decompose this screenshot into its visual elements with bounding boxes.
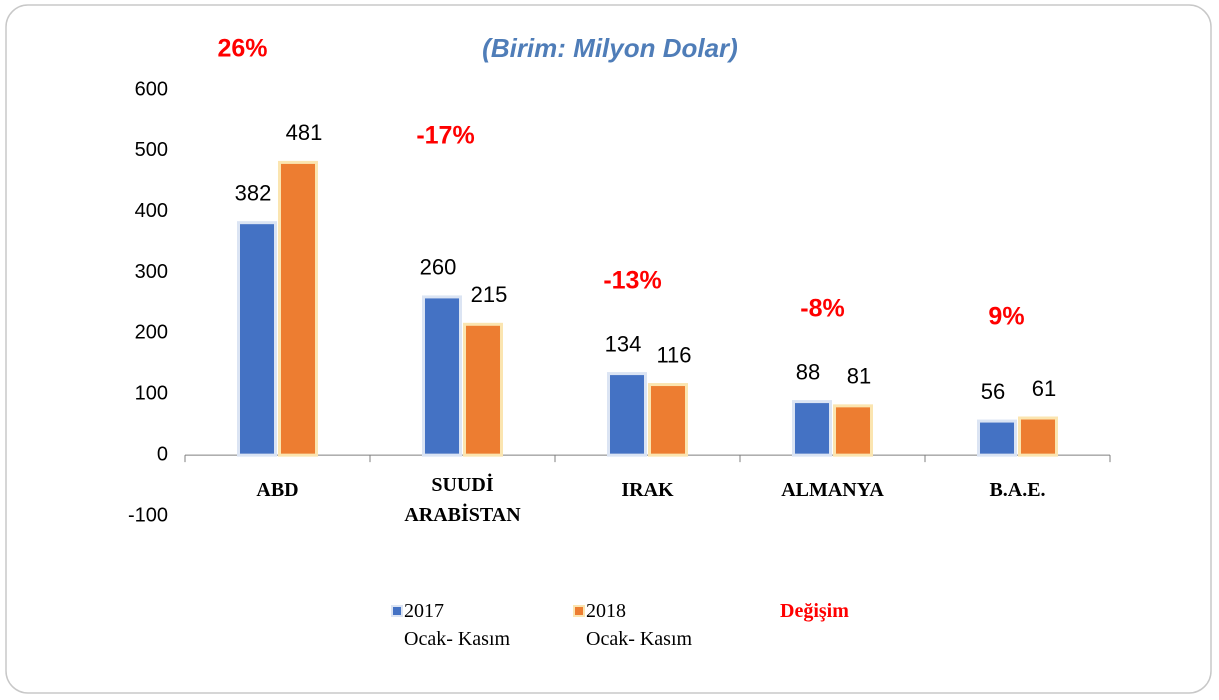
annotation: -17%	[416, 122, 474, 150]
bar	[607, 372, 647, 457]
legend-label: 2018 Ocak- Kasım	[586, 600, 693, 650]
data-label: 215	[471, 282, 508, 307]
bar	[648, 383, 688, 457]
y-tick-label: 600	[135, 78, 168, 100]
y-tick-label: 300	[135, 261, 168, 283]
x-tick-label: B.A.E.	[989, 479, 1046, 501]
data-label: 260	[420, 255, 457, 280]
y-tick-label: 100	[135, 383, 168, 405]
legend-label: 2017 Ocak- Kasım	[404, 600, 511, 650]
data-label: 61	[1032, 376, 1056, 401]
chart-title: (Birim: Milyon Dolar)	[482, 33, 738, 63]
bar	[833, 404, 873, 457]
bar	[1018, 416, 1058, 457]
x-tick-label: SUUDİ ARABİSTAN	[404, 474, 521, 526]
y-tick-label: 500	[135, 139, 168, 161]
annotation: -8%	[800, 295, 844, 323]
bar	[792, 400, 832, 457]
x-tick-label: ALMANYA	[781, 479, 884, 501]
data-label: 88	[796, 359, 820, 384]
annotation: 9%	[988, 303, 1024, 331]
bar	[422, 295, 462, 457]
y-tick-label: 400	[135, 200, 168, 222]
bar	[977, 419, 1017, 457]
bar	[278, 160, 318, 457]
annotation: 26%	[217, 35, 267, 63]
data-label: 81	[847, 364, 871, 389]
y-tick-label: -100	[128, 504, 168, 526]
legend-swatch	[573, 605, 585, 617]
bar	[463, 322, 503, 457]
y-tick-label: 200	[135, 322, 168, 344]
data-label: 56	[981, 379, 1005, 404]
data-label: 116	[656, 342, 691, 367]
annotation: -13%	[603, 267, 661, 295]
legend-swatch	[391, 605, 403, 617]
data-label: 382	[235, 180, 272, 205]
bar	[237, 221, 277, 457]
data-label: 481	[286, 120, 323, 145]
y-tick-label: 0	[157, 443, 168, 465]
x-tick-label: IRAK	[621, 479, 674, 501]
legend-label: Değişim	[780, 600, 849, 622]
x-tick-label: ABD	[256, 479, 299, 501]
data-label: 134	[605, 331, 642, 356]
